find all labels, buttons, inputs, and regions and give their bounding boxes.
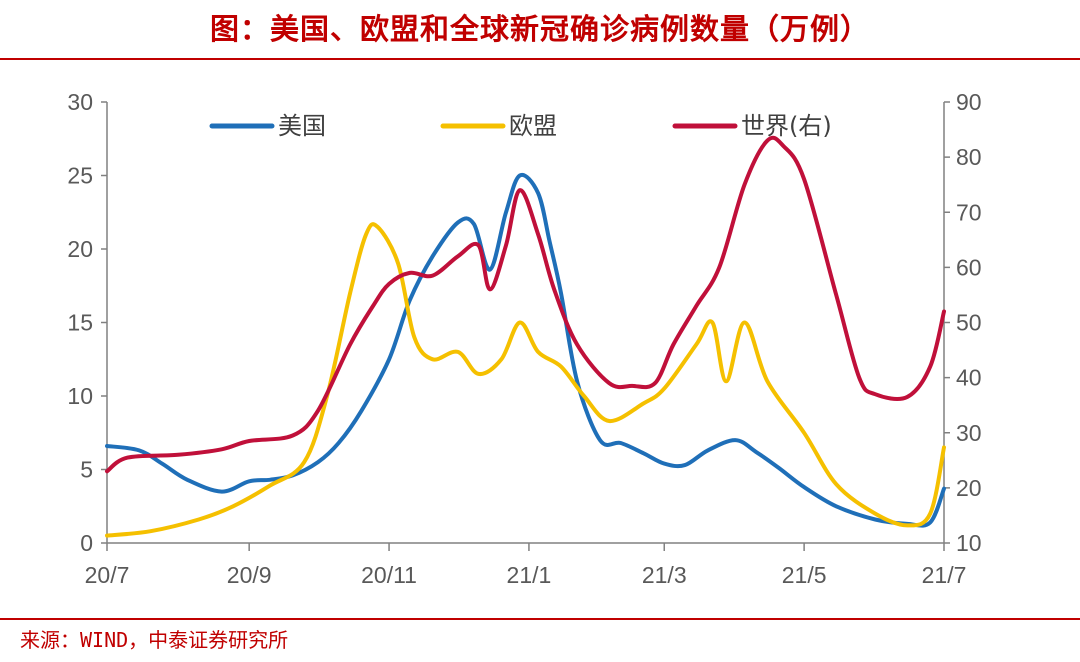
x-tick-label: 21/5: [782, 562, 827, 588]
x-tick-label: 20/9: [227, 562, 272, 588]
x-tick-label: 21/7: [922, 562, 967, 588]
right-y-tick-label: 30: [956, 420, 982, 446]
chart-series-lines: [105, 135, 946, 538]
right-y-tick-label: 80: [956, 144, 982, 170]
title-divider: [0, 58, 1080, 60]
chart-title: 图：美国、欧盟和全球新冠确诊病例数量（万例）: [209, 12, 870, 46]
x-tick-label: 21/1: [507, 562, 552, 588]
legend-label: 美国: [278, 112, 326, 140]
right-y-tick-label: 10: [956, 530, 982, 556]
left-y-tick-label: 5: [80, 457, 93, 483]
legend-item-us: 美国: [209, 112, 326, 140]
right-y-tick-label: 40: [956, 365, 982, 391]
legend-label: 欧盟: [509, 112, 557, 140]
left-y-tick-label: 10: [67, 383, 93, 409]
right-y-tick-label: 20: [956, 475, 982, 501]
left-y-tick-label: 20: [67, 236, 93, 262]
us-series-line: [105, 172, 946, 528]
world-series-line: [105, 135, 946, 474]
x-tick-label: 20/11: [361, 562, 417, 588]
chart-axes: 0 5 10 15 20 25 30 10 20 30 40 50 60 70 80 90 20/7 20/9 20…: [67, 89, 981, 588]
source-note: 来源：WIND，中泰证券研究所: [20, 628, 289, 652]
legend-label: 世界(右): [741, 112, 832, 140]
right-y-tick-label: 90: [956, 89, 982, 115]
legend-item-eu: 欧盟: [440, 112, 557, 140]
right-y-tick-label: 70: [956, 199, 982, 225]
right-y-tick-label: 50: [956, 310, 982, 336]
x-tick-label: 20/7: [85, 562, 130, 588]
left-y-tick-label: 30: [67, 89, 93, 115]
x-tick-label: 21/3: [642, 562, 687, 588]
chart-legend: 美国 欧盟 世界(右): [209, 112, 832, 140]
left-y-tick-label: 15: [67, 310, 93, 336]
source-divider: [0, 618, 1080, 620]
left-y-tick-label: 0: [80, 530, 93, 556]
left-y-tick-label: 25: [67, 163, 93, 189]
right-y-tick-label: 60: [956, 254, 982, 280]
eu-series-line: [105, 222, 946, 538]
legend-item-world: 世界(右): [672, 112, 832, 140]
